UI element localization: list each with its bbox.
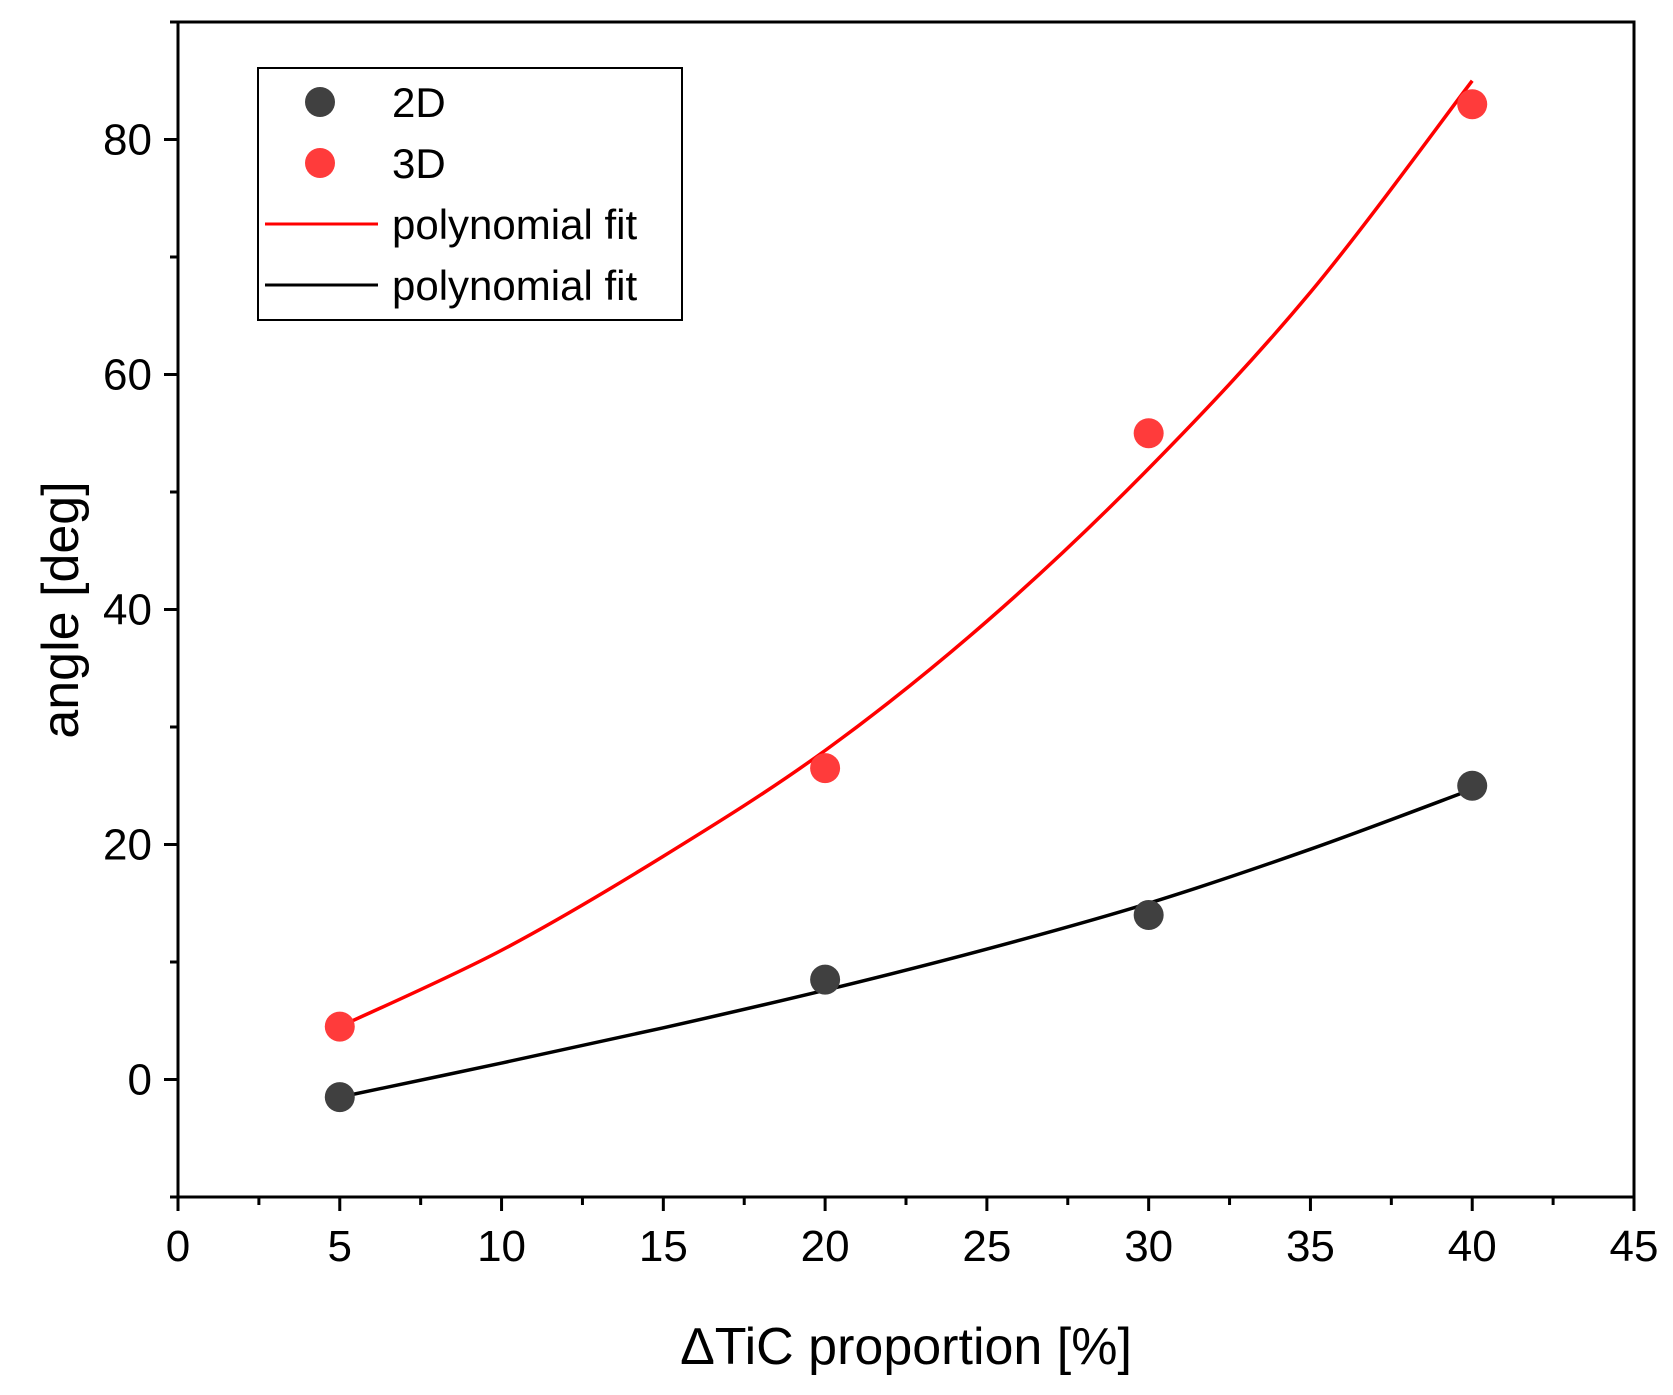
data-point-2d: [324, 1082, 355, 1113]
x-tick-label: 15: [639, 1222, 688, 1271]
data-point-3d: [1133, 418, 1164, 449]
fit-line-3d: [339, 79, 1474, 1029]
legend-2d-label: 2D: [392, 79, 446, 126]
y-axis-title: angle [deg]: [32, 481, 90, 738]
data-point-3d: [324, 1011, 355, 1042]
x-tick-label: 40: [1448, 1222, 1497, 1271]
legend-black-fit-label: polynomial fit: [392, 262, 637, 309]
x-tick-label: 0: [166, 1222, 190, 1271]
axis-ticks-layer: 0 5 10 15 20 25 30 35 40 45 0 20 40 60 80: [103, 20, 1659, 1271]
y-tick-label: 20: [103, 821, 152, 870]
data-points-layer: [324, 89, 1488, 1113]
data-point-3d: [1457, 89, 1488, 120]
y-tick-label: 0: [128, 1056, 152, 1105]
fit-lines-layer: [339, 79, 1474, 1099]
legend-red-fit-label: polynomial fit: [392, 201, 637, 248]
x-tick-label: 30: [1124, 1222, 1173, 1271]
legend-3d-label: 3D: [392, 140, 446, 187]
data-point-2d: [1133, 900, 1164, 930]
x-tick-label: 35: [1286, 1222, 1335, 1271]
y-tick-label: 60: [103, 351, 152, 400]
data-point-2d: [810, 964, 841, 995]
data-point-2d: [1457, 770, 1488, 801]
x-tick-label: 10: [477, 1222, 526, 1271]
data-point-3d: [810, 753, 841, 784]
y-tick-label: 40: [103, 586, 152, 635]
x-tick-label: 25: [962, 1222, 1011, 1271]
fit-line-2d: [339, 787, 1473, 1099]
legend-2d-marker: [305, 87, 335, 117]
x-tick-label: 5: [328, 1222, 352, 1271]
y-tick-label: 80: [103, 116, 152, 165]
legend-3d-marker: [305, 148, 335, 178]
x-axis-title: ΔTiC proportion [%]: [680, 1318, 1132, 1376]
x-tick-label: 45: [1610, 1222, 1659, 1271]
x-tick-label: 20: [801, 1222, 850, 1271]
legend: 2D 3D polynomial fit polynomial fit: [257, 67, 683, 321]
